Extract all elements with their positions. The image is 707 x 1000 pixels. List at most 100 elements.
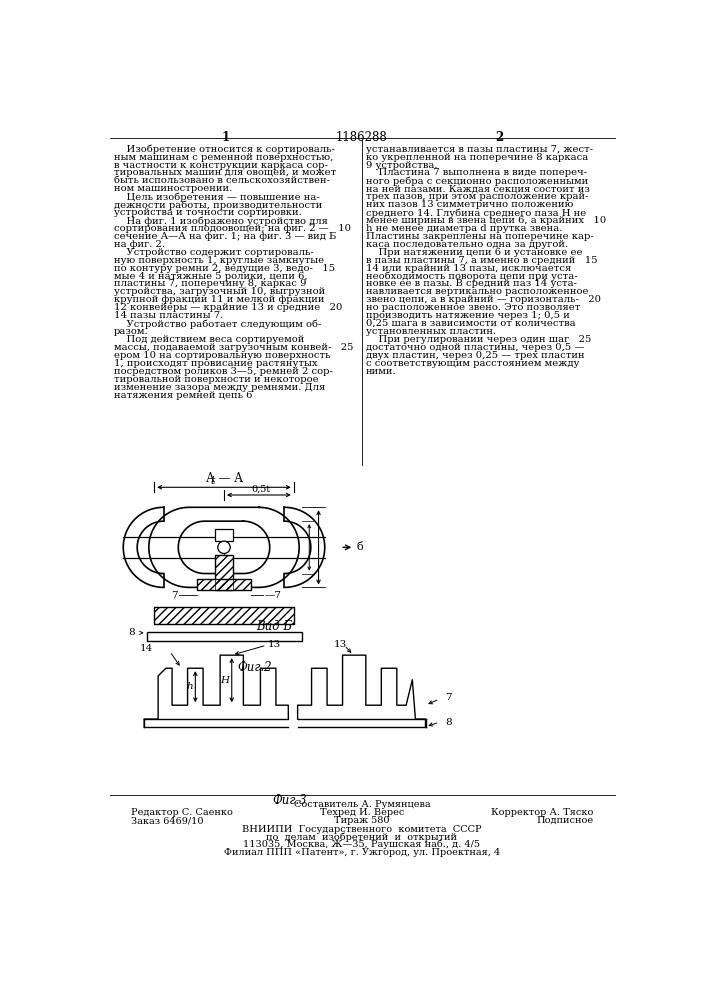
Text: на ней пазами. Каждая секция состоит из: на ней пазами. Каждая секция состоит из xyxy=(366,184,590,193)
Text: t: t xyxy=(210,476,215,486)
Text: крупной фракции 11 и мелкой фракции: крупной фракции 11 и мелкой фракции xyxy=(114,295,325,304)
Text: тировальной поверхности и некоторое: тировальной поверхности и некоторое xyxy=(114,375,319,384)
Text: 14: 14 xyxy=(140,644,153,653)
Text: Пластина 7 выполнена в виде попереч-: Пластина 7 выполнена в виде попереч- xyxy=(366,168,587,177)
Text: изменение зазора между ремнями. Для: изменение зазора между ремнями. Для xyxy=(114,383,325,392)
Text: ними.: ними. xyxy=(366,367,397,376)
Text: натяжения ремней цепь 6: натяжения ремней цепь 6 xyxy=(114,391,252,400)
Text: Заказ 6469/10: Заказ 6469/10 xyxy=(131,816,204,825)
Bar xyxy=(197,579,251,590)
Bar xyxy=(215,555,233,590)
Text: 0,25 шага в зависимости от количества: 0,25 шага в зависимости от количества xyxy=(366,319,575,328)
Text: 14 или крайний 13 пазы, исключается: 14 или крайний 13 пазы, исключается xyxy=(366,264,571,273)
Text: навливается вертикально расположенное: навливается вертикально расположенное xyxy=(366,287,588,296)
Text: Устройство работает следующим об-: Устройство работает следующим об- xyxy=(114,319,321,329)
Text: 1, происходят провисание растянутых: 1, происходят провисание растянутых xyxy=(114,359,317,368)
Text: 7: 7 xyxy=(171,591,177,600)
Bar xyxy=(154,607,293,624)
Text: по  делам  изобретений  и  открытий: по делам изобретений и открытий xyxy=(267,832,457,842)
Text: установленных пластин.: установленных пластин. xyxy=(366,327,496,336)
Text: менее ширины в звена цепи 6, а крайних   10: менее ширины в звена цепи 6, а крайних 1… xyxy=(366,216,606,225)
Text: достаточно одной пластины, через 0,5 —: достаточно одной пластины, через 0,5 — xyxy=(366,343,584,352)
Text: трех пазов, при этом расположение край-: трех пазов, при этом расположение край- xyxy=(366,192,588,201)
Text: по контуру ремни 2, ведущие 3, ведо-   15: по контуру ремни 2, ведущие 3, ведо- 15 xyxy=(114,264,335,273)
Text: На фиг. 1 изображено устройство для: На фиг. 1 изображено устройство для xyxy=(114,216,328,226)
Text: в пазы пластины 7, а именно в средний   15: в пазы пластины 7, а именно в средний 15 xyxy=(366,256,597,265)
Text: мые 4 и натяжные 5 ролики, цепи 6,: мые 4 и натяжные 5 ролики, цепи 6, xyxy=(114,272,308,281)
Text: 1186288: 1186288 xyxy=(336,131,388,144)
Text: 9 устройства.: 9 устройства. xyxy=(366,161,438,170)
Text: разом.: разом. xyxy=(114,327,148,336)
Text: сортирования плодоовощей; на фиг. 2 —   10: сортирования плодоовощей; на фиг. 2 — 10 xyxy=(114,224,351,233)
Text: Фиг.2: Фиг.2 xyxy=(238,661,272,674)
Text: Изобретение относится к сортироваль-: Изобретение относится к сортироваль- xyxy=(114,145,335,154)
Text: ером 10 на сортировальную поверхность: ером 10 на сортировальную поверхность xyxy=(114,351,330,360)
Text: Подписное: Подписное xyxy=(537,816,594,825)
Text: дежности работы, производительности: дежности работы, производительности xyxy=(114,200,322,210)
Text: устанавливается в пазы пластины 7, жест-: устанавливается в пазы пластины 7, жест- xyxy=(366,145,593,154)
Text: быть использовано в сельскохозяйствен-: быть использовано в сельскохозяйствен- xyxy=(114,176,330,185)
Text: 0,5t: 0,5t xyxy=(252,484,271,493)
Text: Фиг.3: Фиг.3 xyxy=(273,794,307,807)
Text: каса последовательно одна за другой.: каса последовательно одна за другой. xyxy=(366,240,568,249)
Text: 8: 8 xyxy=(445,718,452,727)
Text: 13: 13 xyxy=(268,640,281,649)
Text: Под действием веса сортируемой: Под действием веса сортируемой xyxy=(114,335,304,344)
Text: 14 пазы пластины 7.: 14 пазы пластины 7. xyxy=(114,311,223,320)
Text: ным машинам с ременной поверхностью,: ным машинам с ременной поверхностью, xyxy=(114,153,333,162)
Text: 113035, Москва, Ж—35, Раушская наб., д. 4/5: 113035, Москва, Ж—35, Раушская наб., д. … xyxy=(243,840,481,849)
Text: б: б xyxy=(356,542,363,552)
Text: Пластины закреплены на поперечине кар-: Пластины закреплены на поперечине кар- xyxy=(366,232,594,241)
Text: в частности к конструкции каркаса сор-: в частности к конструкции каркаса сор- xyxy=(114,161,328,170)
Text: звено цепи, а в крайний — горизонталь-   20: звено цепи, а в крайний — горизонталь- 2… xyxy=(366,295,601,304)
Text: —7: —7 xyxy=(264,591,281,600)
Circle shape xyxy=(218,541,230,554)
Text: Цель изобретения — повышение на-: Цель изобретения — повышение на- xyxy=(114,192,320,202)
Text: с соответствующим расстоянием между: с соответствующим расстоянием между xyxy=(366,359,579,368)
Text: сечение А—А на фиг. 1; на фиг. 3 — вид Б: сечение А—А на фиг. 1; на фиг. 3 — вид Б xyxy=(114,232,337,241)
Text: 12 конвейеры — крайние 13 и средние   20: 12 конвейеры — крайние 13 и средние 20 xyxy=(114,303,342,312)
Text: но расположенное звено. Это позволяет: но расположенное звено. Это позволяет xyxy=(366,303,580,312)
Text: Тираж 580: Тираж 580 xyxy=(334,816,390,825)
Text: производить натяжение через 1; 0,5 и: производить натяжение через 1; 0,5 и xyxy=(366,311,570,320)
Text: h не менее диаметра d прутка звена.: h не менее диаметра d прутка звена. xyxy=(366,224,562,233)
Text: h: h xyxy=(187,682,193,691)
Text: пластины 7, поперечину 8, каркас 9: пластины 7, поперечину 8, каркас 9 xyxy=(114,279,306,288)
Text: на фиг. 2.: на фиг. 2. xyxy=(114,240,165,249)
Text: двух пластин, через 0,25 — трех пластин: двух пластин, через 0,25 — трех пластин xyxy=(366,351,585,360)
Text: массы, подаваемой загрузочным конвей-   25: массы, подаваемой загрузочным конвей- 25 xyxy=(114,343,354,352)
Text: Редактор С. Саенко: Редактор С. Саенко xyxy=(131,808,233,817)
Text: 1: 1 xyxy=(221,131,230,144)
Text: Техред И. Верес: Техред И. Верес xyxy=(320,808,404,817)
Bar xyxy=(197,579,251,590)
Text: ную поверхность 1, круглые замкнутые: ную поверхность 1, круглые замкнутые xyxy=(114,256,324,265)
Text: H: H xyxy=(221,676,230,685)
Text: 7: 7 xyxy=(445,693,452,702)
Bar xyxy=(146,632,301,641)
Text: ко укрепленной на поперечине 8 каркаса: ко укрепленной на поперечине 8 каркаса xyxy=(366,153,588,162)
Text: ВНИИПИ  Государственного  комитета  СССР: ВНИИПИ Государственного комитета СССР xyxy=(242,825,481,834)
Text: Вид Б: Вид Б xyxy=(257,620,293,634)
Bar xyxy=(154,607,293,624)
Text: них пазов 13 симметрично положению: них пазов 13 симметрично положению xyxy=(366,200,573,209)
Text: необходимость поворота цепи при уста-: необходимость поворота цепи при уста- xyxy=(366,272,578,281)
Text: А — А: А — А xyxy=(206,472,243,485)
Text: тировальных машин для овощей, и может: тировальных машин для овощей, и может xyxy=(114,168,337,177)
Text: При натяжении цепи 6 и установке ее: При натяжении цепи 6 и установке ее xyxy=(366,248,583,257)
Text: устройства и точности сортировки.: устройства и точности сортировки. xyxy=(114,208,302,217)
Text: Корректор А. Тяско: Корректор А. Тяско xyxy=(491,808,594,817)
Text: При регулировании через один шаг   25: При регулировании через один шаг 25 xyxy=(366,335,591,344)
Text: устройства, загрузочный 10, выгрузной: устройства, загрузочный 10, выгрузной xyxy=(114,287,325,296)
Text: ного ребра с секционно расположенными: ного ребра с секционно расположенными xyxy=(366,176,588,186)
Text: новке ее в пазы. В средний паз 14 уста-: новке ее в пазы. В средний паз 14 уста- xyxy=(366,279,577,288)
Text: ном машиностроении.: ном машиностроении. xyxy=(114,184,232,193)
Text: Составитель А. Румянцева: Составитель А. Румянцева xyxy=(293,800,431,809)
Text: 8: 8 xyxy=(128,628,135,637)
Text: среднего 14. Глубина среднего паза H не: среднего 14. Глубина среднего паза H не xyxy=(366,208,586,218)
Text: 13: 13 xyxy=(334,640,347,649)
Text: 2: 2 xyxy=(495,131,503,144)
Text: Филиал ППП «Патент», г. Ужгород, ул. Проектная, 4: Филиал ППП «Патент», г. Ужгород, ул. Про… xyxy=(224,848,500,857)
Bar xyxy=(215,555,233,590)
Bar xyxy=(215,529,233,541)
Text: посредством роликов 3—5, ремней 2 сор-: посредством роликов 3—5, ремней 2 сор- xyxy=(114,367,333,376)
